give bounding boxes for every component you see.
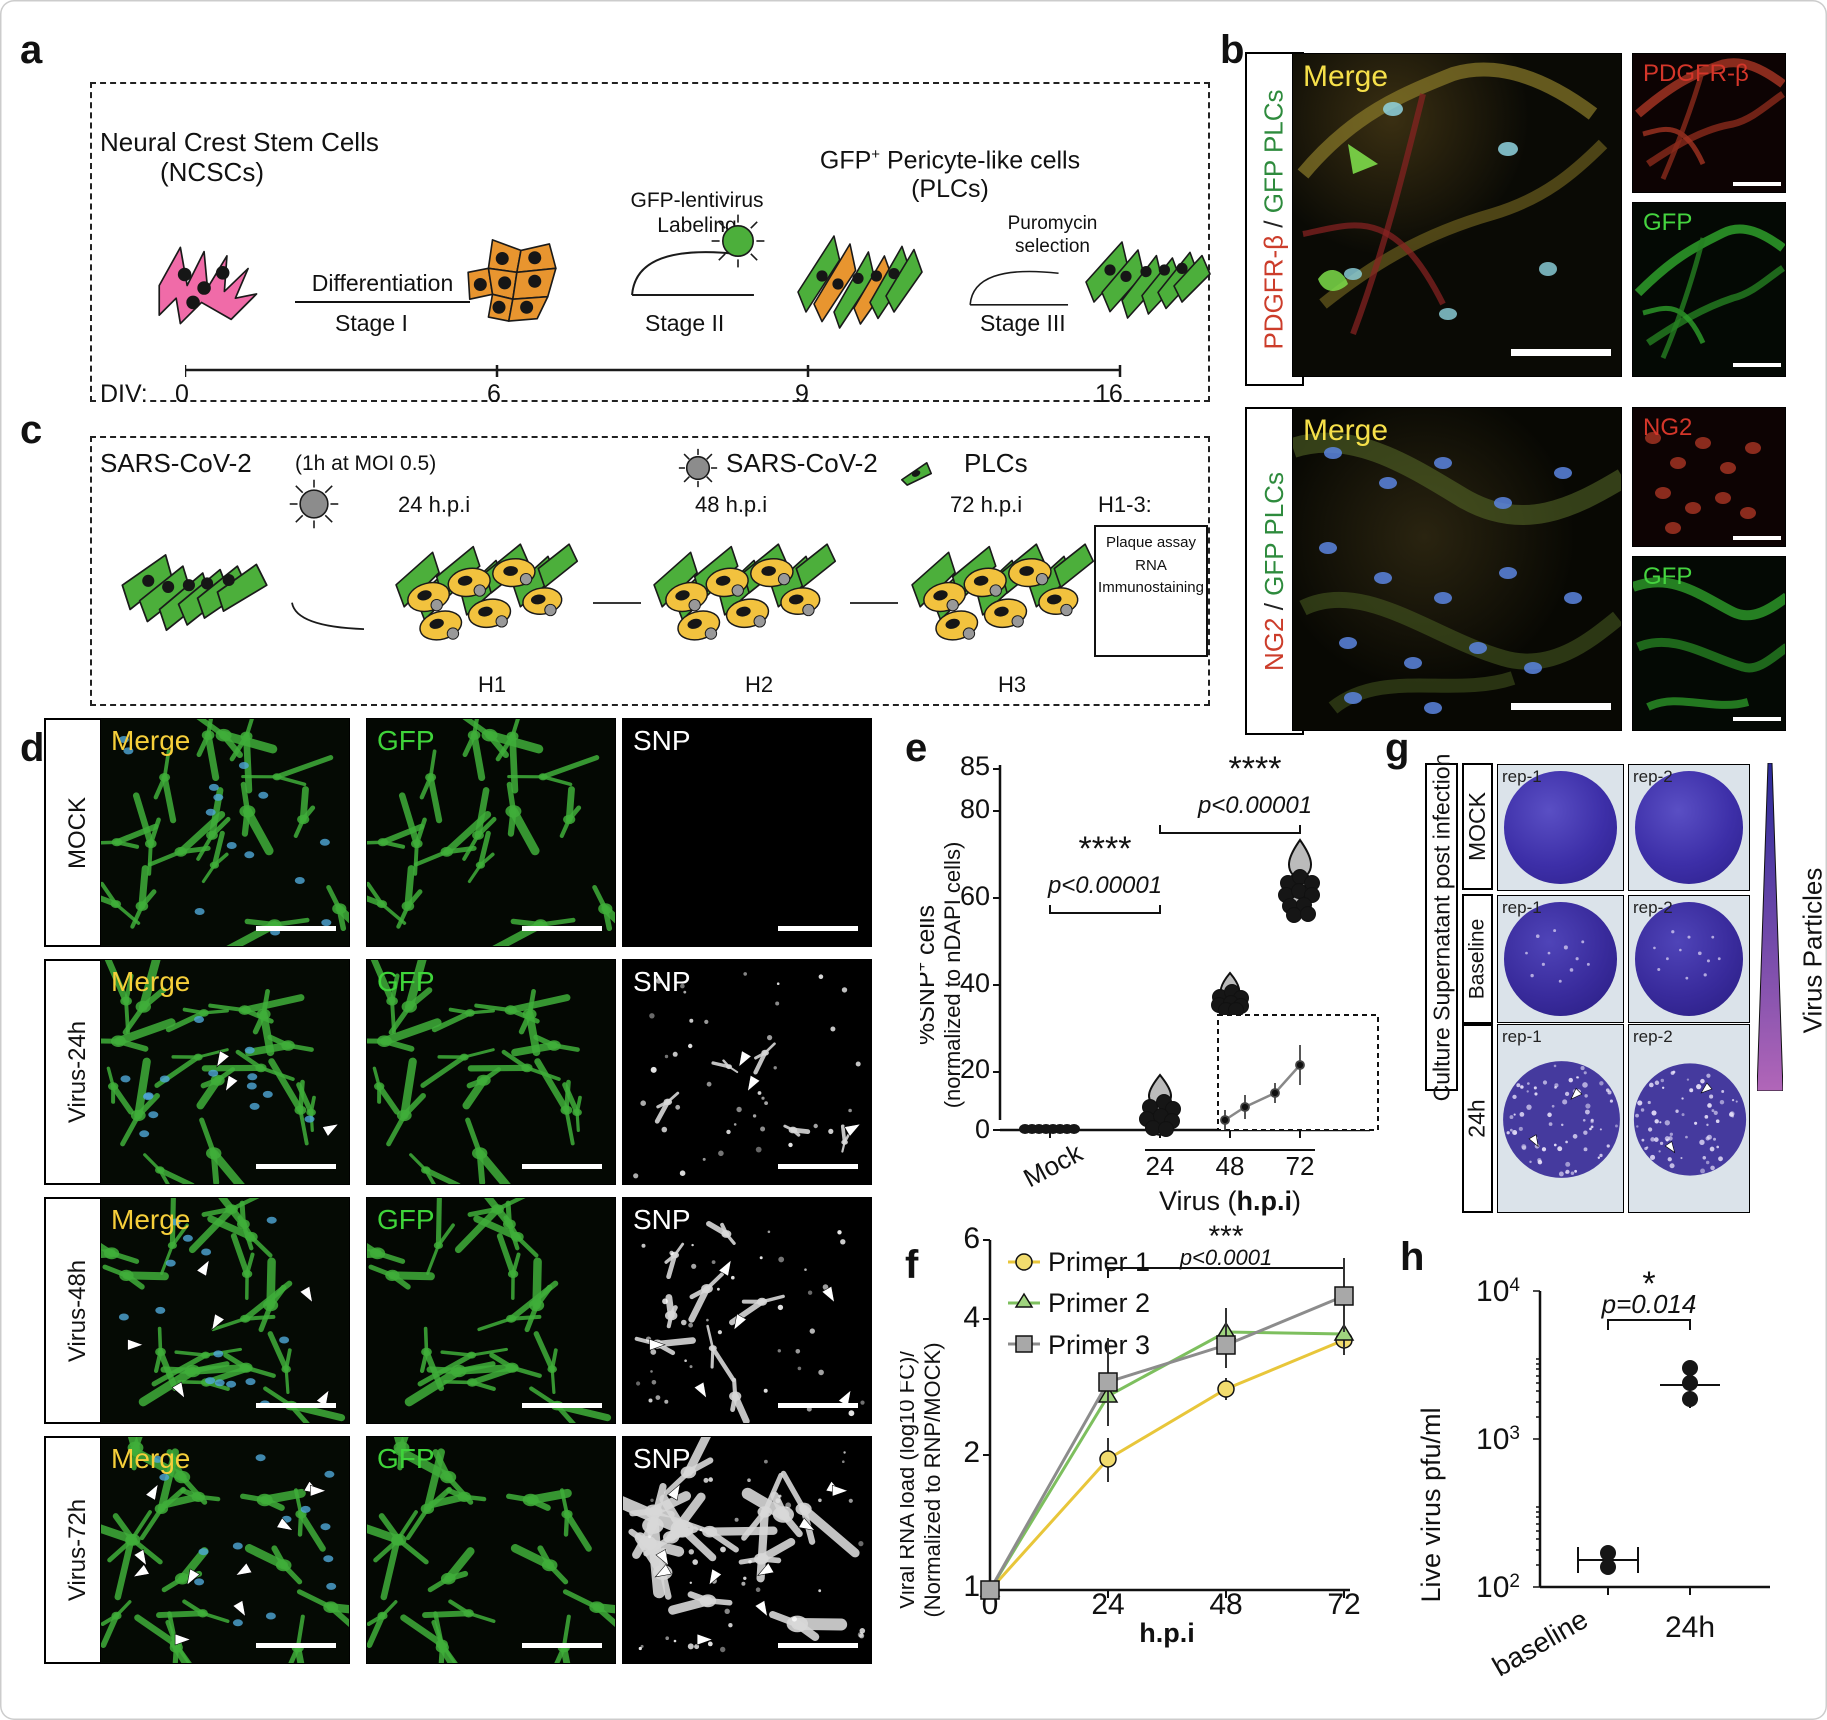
svg-text:p<0.0001: p<0.0001 [1179, 1245, 1272, 1270]
svg-text:****: **** [1229, 750, 1282, 788]
svg-text:102: 102 [1476, 1571, 1520, 1605]
svg-text:72: 72 [1286, 1151, 1315, 1181]
svg-text:Primer 3: Primer 3 [1048, 1330, 1150, 1360]
svg-text:1: 1 [963, 1570, 980, 1603]
svg-text:p<0.00001: p<0.00001 [1197, 792, 1312, 819]
svg-text:p=0.014: p=0.014 [1601, 1289, 1697, 1319]
svg-text:Mock: Mock [1018, 1137, 1088, 1193]
svg-text:85: 85 [960, 751, 990, 781]
svg-text:Primer 1: Primer 1 [1048, 1247, 1150, 1277]
svg-text:104: 104 [1476, 1275, 1520, 1309]
svg-text:(normalized to nDAPI cells): (normalized to nDAPI cells) [940, 842, 965, 1109]
svg-text:%SNP+ cells: %SNP+ cells [920, 905, 940, 1045]
svg-text:Viral RNA load (log10 FC)/: Viral RNA load (log10 FC)/ [900, 1350, 919, 1610]
svg-text:103: 103 [1476, 1423, 1520, 1457]
svg-text:80: 80 [960, 794, 990, 824]
svg-text:48: 48 [1209, 1588, 1242, 1621]
svg-text:0: 0 [975, 1114, 990, 1144]
svg-text:p<0.00001: p<0.00001 [1047, 872, 1162, 899]
svg-text:24h: 24h [1665, 1611, 1715, 1644]
svg-text:h.p.i: h.p.i [1139, 1618, 1195, 1648]
svg-text:Primer 2: Primer 2 [1048, 1288, 1150, 1318]
svg-text:Virus (h.p.i): Virus (h.p.i) [1159, 1186, 1301, 1216]
svg-text:****: **** [1079, 830, 1132, 868]
svg-text:24: 24 [1091, 1588, 1124, 1621]
svg-text:4: 4 [963, 1301, 980, 1334]
svg-text:(Normalized to RNP/MOCK): (Normalized to RNP/MOCK) [920, 1342, 945, 1617]
svg-text:48: 48 [1216, 1151, 1245, 1181]
svg-text:Live virus pfu/ml: Live virus pfu/ml [1416, 1407, 1446, 1602]
svg-text:72: 72 [1327, 1588, 1360, 1621]
svg-text:2: 2 [963, 1436, 980, 1469]
svg-text:baseline: baseline [1487, 1603, 1593, 1682]
svg-text:24: 24 [1146, 1151, 1175, 1181]
